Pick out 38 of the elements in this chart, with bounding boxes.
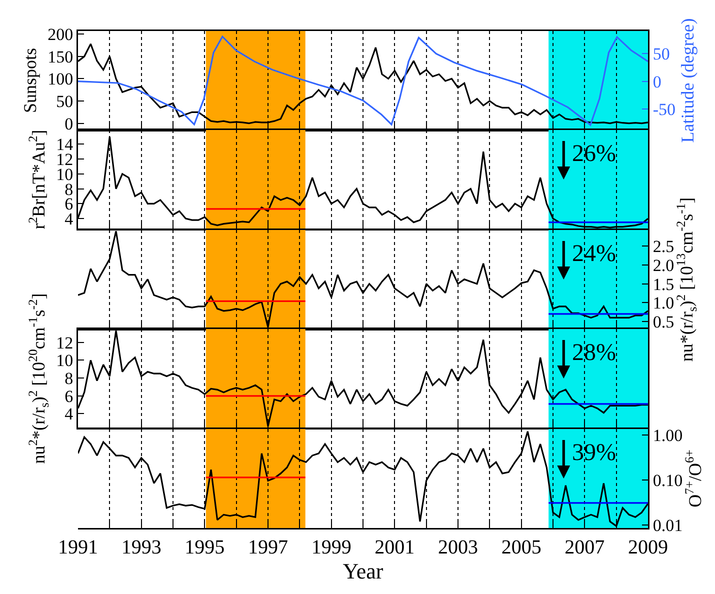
annotation: 26% [572,141,616,168]
text: 0.5 [652,312,674,332]
x-tick-label: 2007 [564,536,605,558]
x-tick-label: 1999 [311,536,352,558]
y2-tick-label: 50 [652,44,670,64]
text: 1.5 [652,274,674,294]
text: 1.00 [652,426,683,445]
x-tick-label: 1995 [184,536,225,558]
annotation: 39% [572,440,616,466]
text: 1.0 [652,293,674,312]
x-tick-label: 1997 [248,536,288,558]
y-tick-label: 0 [64,114,74,134]
x-tick-label: 2009 [628,536,668,558]
y-tick-label: 4 [64,404,74,424]
x-tick-label: 2003 [438,536,478,558]
text: 2.0 [652,256,674,275]
y2-axis-title: Latitude (degree) [677,18,698,143]
x-axis-title: Year [342,558,384,584]
x-tick-label: 2001 [374,536,415,558]
y-tick-label: 10 [56,351,74,370]
y-tick-label: 8 [64,369,74,388]
y-axis-title: Sunspots [20,48,40,114]
y-tick-label: 150 [48,47,74,66]
y2-tick-label: -50 [652,100,676,119]
text: 0.10 [652,470,683,490]
y2-tick-label: 0 [652,72,662,92]
x-tick-label: 1991 [58,536,98,558]
y-tick-label: 12 [56,334,74,353]
y-tick-label: 50 [56,92,74,111]
y-tick-label: 6 [64,387,74,406]
annotation: 24% [572,240,616,267]
y-tick-label: 100 [48,70,74,89]
y-tick-label: 200 [48,25,74,44]
x-tick-label: 2005 [501,536,542,558]
text: 2.5 [652,236,674,256]
annotation: 28% [572,340,616,366]
text: 0.01 [652,516,683,535]
x-tick-label: 1993 [121,536,162,558]
